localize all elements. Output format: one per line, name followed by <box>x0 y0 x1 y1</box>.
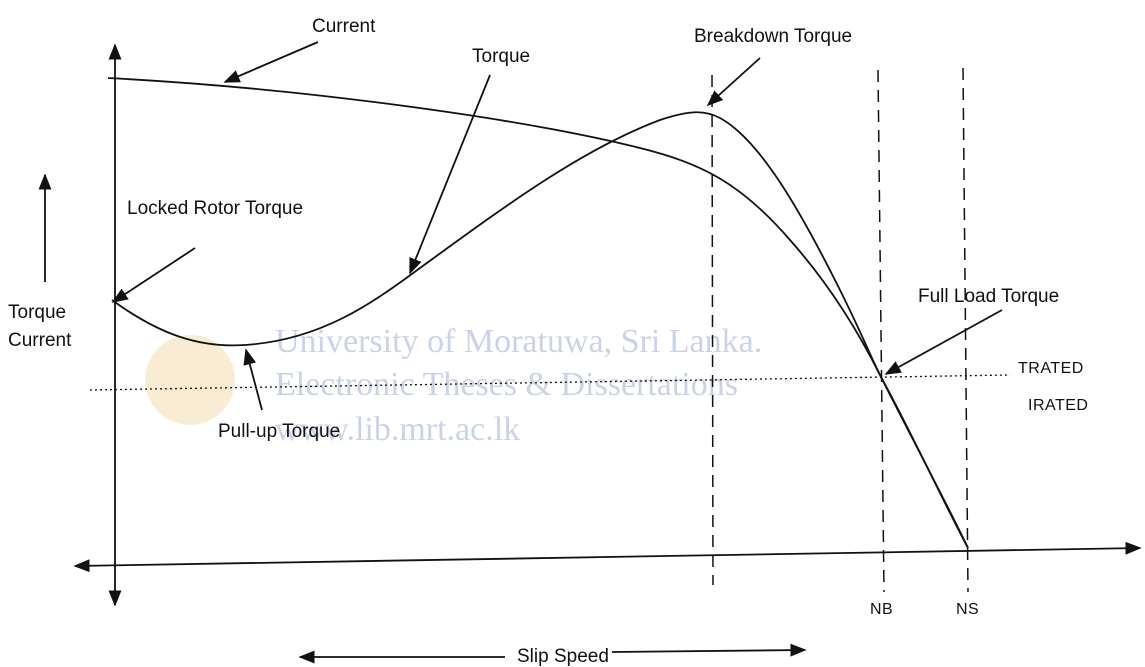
horizontal-axis <box>73 541 1142 573</box>
label: NB <box>870 601 893 618</box>
watermark-line: www.lib.mrt.ac.lk <box>275 411 520 448</box>
label: Current <box>8 330 72 351</box>
watermark-emblem <box>145 335 235 425</box>
label: TRATED <box>1018 360 1084 377</box>
watermark-line: Electronic Theses & Dissertations <box>275 366 738 403</box>
label: Slip Speed <box>517 646 609 667</box>
label: Full Load Torque <box>918 286 1059 307</box>
arrow <box>884 309 1003 375</box>
label: IRATED <box>1028 397 1088 414</box>
arrow <box>611 643 807 657</box>
label: Pull-up Torque <box>218 421 340 442</box>
label: Torque <box>8 302 66 323</box>
arrow <box>243 348 263 411</box>
watermark: University of Moratuwa, Sri Lanka. Elect… <box>145 323 762 448</box>
watermark-line: University of Moratuwa, Sri Lanka. <box>275 323 762 360</box>
arrow <box>223 41 319 83</box>
label: Torque <box>472 46 530 67</box>
arrow <box>409 74 491 275</box>
label: Locked Rotor Torque <box>127 198 303 219</box>
arrow <box>706 57 761 107</box>
current-curve <box>107 77 969 549</box>
breakdown-line <box>711 74 714 586</box>
rated-line <box>89 374 1011 391</box>
label: Breakdown Torque <box>694 26 852 47</box>
nb-line <box>877 69 885 593</box>
label: NS <box>956 601 979 618</box>
arrow <box>111 247 196 303</box>
torque-curve <box>111 111 969 549</box>
label: Current <box>312 16 376 37</box>
